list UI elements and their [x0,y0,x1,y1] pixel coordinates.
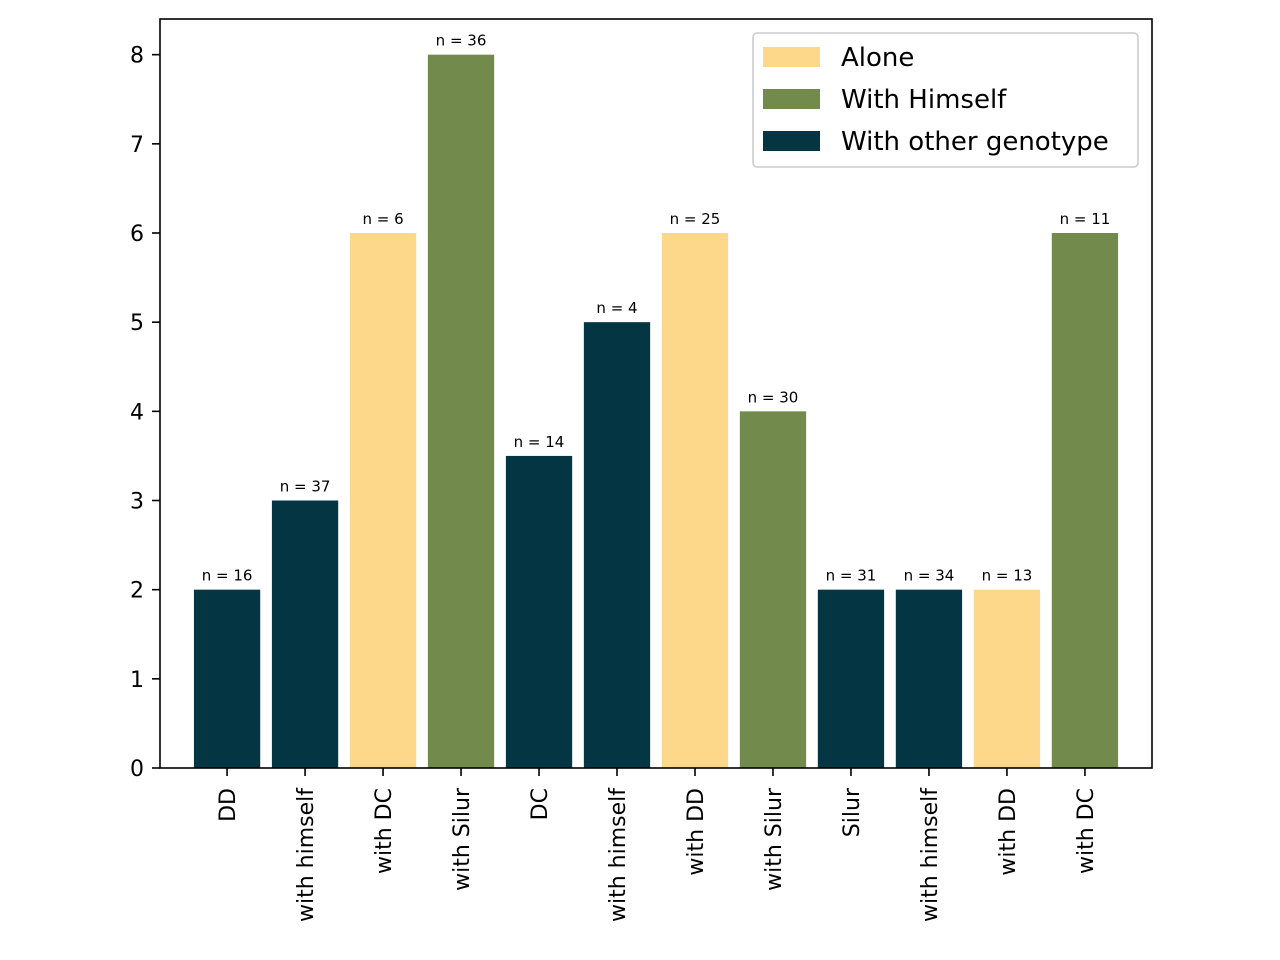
x-tick-label-3: with DC [372,788,397,874]
x-tick-label-8: with Silur [762,787,787,891]
bar-6 [583,322,651,768]
x-tick-label-12: with DC [1074,788,1099,874]
y-tick-label-7: 7 [130,133,144,158]
legend-swatch-3 [763,131,820,151]
x-tick-label-10: with himself [918,787,943,922]
bar-10 [895,589,963,768]
n-label-10: n = 34 [904,567,955,585]
x-tick-label-9: Silur [840,787,865,837]
n-label-7: n = 25 [670,210,721,228]
bar-11 [973,589,1041,768]
legend-swatch-1 [763,47,820,67]
n-label-4: n = 36 [436,32,487,50]
legend-box [752,32,1139,168]
x-tick-label-4: with Silur [450,787,475,891]
legend-swatch-2 [763,89,820,109]
x-tick-label-6: with himself [606,787,631,922]
y-tick-label-8: 8 [130,44,144,69]
axes-frame [159,18,1153,769]
n-label-8: n = 30 [748,388,799,406]
n-label-5: n = 14 [514,433,565,451]
n-label-12: n = 11 [1060,210,1111,228]
bar-4 [427,54,495,768]
bars-layer [193,54,1119,768]
x-tick-label-5: DC [528,788,553,820]
n-labels-layer: n = 16 n = 37 n = 6 n = 36 n = 14 n = 4 n = 25… [202,32,1111,585]
legend-label-2: With Himself [841,85,1007,115]
n-label-9: n = 31 [826,567,877,585]
x-tick-label-1: DD [216,788,241,822]
bar-9 [817,589,885,768]
legend-label-3: With other genotype [841,127,1109,157]
y-tick-label-4: 4 [130,400,144,425]
bar-5 [505,455,573,768]
x-axis-ticks: DD with himself with DC with Silur DC with hi… [216,768,1099,922]
legend: Alone With Himself With other genotype [752,32,1139,168]
y-tick-label-5: 5 [130,311,144,336]
n-label-3: n = 6 [362,210,403,228]
x-tick-label-2: with himself [294,787,319,922]
y-tick-label-0: 0 [130,757,144,782]
x-tick-label-11: with DD [996,788,1021,876]
n-label-6: n = 4 [596,299,637,317]
y-tick-label-2: 2 [130,579,144,604]
bar-12 [1051,233,1119,768]
bar-2 [271,500,339,768]
n-label-11: n = 13 [982,567,1033,585]
n-label-2: n = 37 [280,478,331,496]
n-label-1: n = 16 [202,567,253,585]
y-tick-label-1: 1 [130,668,144,693]
bar-8 [739,411,807,768]
x-tick-label-7: with DD [684,788,709,876]
bar-3 [349,233,417,768]
bar-1 [193,589,261,768]
y-tick-label-6: 6 [130,222,144,247]
bar-7 [661,233,729,768]
legend-label-1: Alone [841,43,914,73]
y-tick-label-3: 3 [130,490,144,515]
y-axis-ticks: 0 1 2 3 4 5 6 7 8 [130,44,160,782]
